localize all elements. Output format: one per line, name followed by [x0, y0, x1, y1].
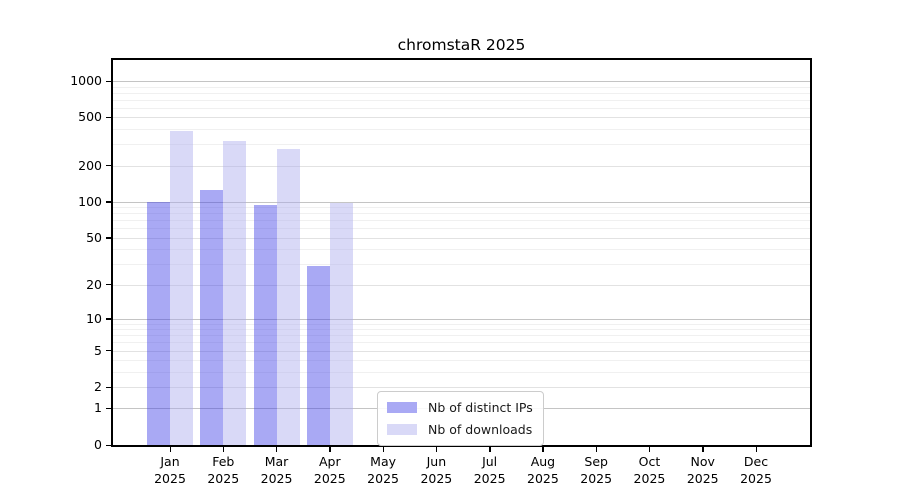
x-tick-mark — [329, 447, 331, 452]
x-tick-mark — [435, 447, 438, 452]
bar-distinct-ips — [253, 204, 277, 445]
y-tick-mark — [106, 407, 111, 410]
x-tick-mark — [489, 447, 491, 452]
y-tick-label: 0 — [94, 437, 102, 452]
bar-distinct-ips — [200, 190, 224, 445]
bar-downloads — [223, 140, 247, 445]
gridline-minor — [113, 220, 810, 222]
gridline-minor — [113, 323, 810, 325]
x-tick-mark — [755, 447, 757, 452]
x-tick-label-jul: Jul 2025 — [473, 454, 506, 486]
gridline-minor — [113, 144, 810, 146]
y-tick-label: 1000 — [70, 73, 102, 88]
x-tick-label-apr: Apr 2025 — [313, 454, 346, 486]
gridline — [113, 318, 810, 320]
gridline — [113, 165, 810, 167]
gridline-minor — [113, 335, 810, 337]
bar-downloads — [329, 203, 353, 445]
x-tick-label-sep: Sep 2025 — [580, 454, 613, 486]
x-tick-label-jun: Jun 2025 — [420, 454, 453, 486]
x-tick-mark — [169, 447, 171, 452]
gridline-minor — [113, 92, 810, 94]
y-tick-label: 500 — [78, 109, 102, 125]
y-tick-mark — [106, 116, 111, 119]
y-tick-label: 10 — [86, 310, 102, 326]
gridline — [113, 237, 810, 239]
x-tick-mark — [276, 447, 278, 452]
gridline-minor — [113, 371, 810, 373]
y-tick-mark — [106, 386, 111, 388]
y-tick-mark — [106, 80, 111, 82]
y-tick-mark — [106, 201, 111, 203]
gridline-minor — [113, 228, 810, 230]
gridline — [113, 350, 810, 352]
legend: Nb of distinct IPs Nb of downloads — [377, 391, 544, 446]
x-tick-mark — [382, 447, 384, 452]
x-tick-mark — [702, 447, 704, 452]
gridline — [113, 117, 810, 119]
x-tick-label-feb: Feb 2025 — [207, 454, 240, 486]
y-tick-label: 1 — [94, 400, 102, 416]
gridline-minor — [113, 329, 810, 331]
y-tick-label: 100 — [78, 193, 102, 209]
y-tick-label: 20 — [86, 276, 102, 292]
y-tick-label: 50 — [86, 229, 102, 245]
x-tick-mark — [595, 447, 598, 452]
chart-title: chromstaR 2025 — [397, 36, 526, 54]
gridline-minor — [113, 213, 810, 215]
legend-item-downloads: Nb of downloads — [387, 420, 533, 439]
plot-area: Nb of distinct IPs Nb of downloads — [111, 58, 812, 447]
gridline — [113, 284, 810, 286]
x-tick-label-nov: Nov 2025 — [686, 454, 719, 486]
legend-swatch-downloads — [387, 424, 417, 435]
x-tick-mark — [542, 447, 544, 452]
y-tick-label: 5 — [94, 342, 102, 358]
gridline-minor — [113, 342, 810, 344]
y-tick-mark — [106, 165, 111, 167]
y-tick-mark — [106, 350, 111, 352]
x-tick-label-jan: Jan 2025 — [154, 454, 186, 486]
bar-downloads — [170, 130, 193, 445]
gridline — [113, 387, 810, 389]
bar-downloads — [276, 148, 300, 445]
x-tick-label-may: May 2025 — [367, 454, 399, 486]
gridline-minor — [113, 264, 810, 266]
y-tick-label: 2 — [94, 379, 102, 395]
legend-label-downloads: Nb of downloads — [428, 422, 533, 437]
gridline-minor — [113, 107, 810, 109]
bar-distinct-ips — [306, 265, 330, 445]
gridline-minor — [113, 99, 810, 101]
x-tick-label-mar: Mar 2025 — [260, 454, 293, 486]
gridline-minor — [113, 207, 810, 209]
x-tick-label-aug: Aug 2025 — [527, 454, 559, 486]
bar-distinct-ips — [147, 201, 170, 445]
legend-label-distinct-ips: Nb of distinct IPs — [428, 400, 533, 415]
x-tick-label-oct: Oct 2025 — [633, 454, 666, 486]
y-tick-mark — [106, 444, 111, 446]
y-tick-label: 200 — [78, 157, 102, 173]
gridline-minor — [113, 86, 810, 88]
gridline-minor — [113, 249, 810, 251]
gridline — [113, 81, 810, 82]
x-tick-mark — [222, 447, 225, 452]
x-tick-mark — [648, 447, 651, 452]
legend-swatch-distinct-ips — [387, 402, 417, 413]
x-tick-label-dec: Dec 2025 — [740, 454, 772, 486]
y-tick-mark — [106, 318, 111, 320]
y-tick-mark — [106, 237, 111, 239]
legend-item-distinct-ips: Nb of distinct IPs — [387, 398, 533, 417]
gridline-minor — [113, 360, 810, 362]
gridline — [113, 201, 810, 203]
gridline-minor — [113, 129, 810, 131]
y-tick-mark — [106, 284, 111, 286]
